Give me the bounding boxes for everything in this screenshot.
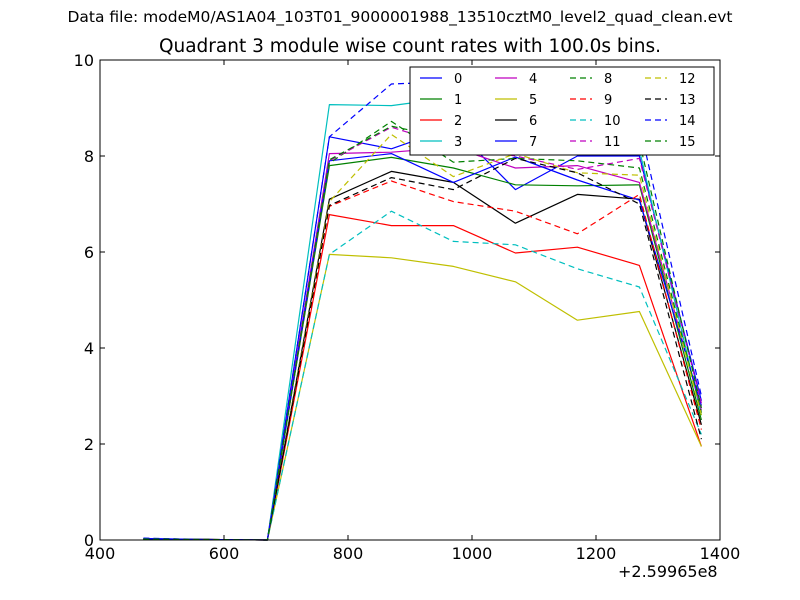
- y-tick-label: 2: [84, 435, 94, 454]
- series-line-9: [143, 180, 702, 541]
- legend-label-10: 10: [604, 114, 621, 129]
- series-line-5: [143, 253, 702, 541]
- plot-frame: [99, 59, 721, 541]
- series-line-0: [143, 126, 702, 541]
- series-line-15: [143, 125, 702, 541]
- legend-label-8: 8: [604, 72, 612, 87]
- y-tick-label: 0: [84, 531, 94, 550]
- legend-label-15: 15: [679, 135, 696, 150]
- legend-label-13: 13: [679, 93, 696, 108]
- legend-label-4: 4: [529, 72, 537, 87]
- x-axis-offset-label: +2.59965e8: [618, 562, 718, 581]
- legend-label-0: 0: [454, 72, 462, 87]
- x-tick-label: 400: [85, 544, 116, 563]
- legend-label-12: 12: [679, 72, 696, 87]
- y-tick-label: 4: [84, 339, 94, 358]
- series-line-10: [143, 210, 702, 541]
- x-tick-label: 1200: [576, 544, 617, 563]
- x-tick-label: 1000: [452, 544, 493, 563]
- legend-label-6: 6: [529, 114, 537, 129]
- x-tick-label: 1400: [700, 544, 741, 563]
- series-line-1: [143, 156, 702, 541]
- y-tick-label: 6: [84, 243, 94, 262]
- series-line-13: [143, 157, 702, 541]
- legend-label-5: 5: [529, 93, 537, 108]
- legend-label-11: 11: [604, 135, 621, 150]
- x-tick-label: 600: [209, 544, 240, 563]
- legend-label-14: 14: [679, 114, 696, 129]
- legend-box: [409, 66, 715, 156]
- figure-suptitle: Data file: modeM0/AS1A04_103T01_90000019…: [67, 8, 733, 26]
- legend-label-3: 3: [454, 135, 462, 150]
- series-line-7: [143, 153, 702, 541]
- legend-label-9: 9: [604, 93, 612, 108]
- series-line-4: [143, 146, 702, 541]
- y-tick-label: 10: [74, 51, 94, 70]
- series-line-11: [143, 126, 702, 541]
- series-line-12: [143, 133, 702, 541]
- series-line-3: [143, 96, 702, 541]
- x-tick-label: 800: [333, 544, 364, 563]
- chart-title: Quadrant 3 module wise count rates with …: [158, 36, 662, 57]
- y-tick-label: 8: [84, 147, 94, 166]
- series-line-6: [143, 170, 702, 541]
- legend-label-7: 7: [529, 135, 537, 150]
- legend-label-1: 1: [454, 93, 462, 108]
- series-line-2: [143, 214, 702, 541]
- legend-label-2: 2: [454, 114, 462, 129]
